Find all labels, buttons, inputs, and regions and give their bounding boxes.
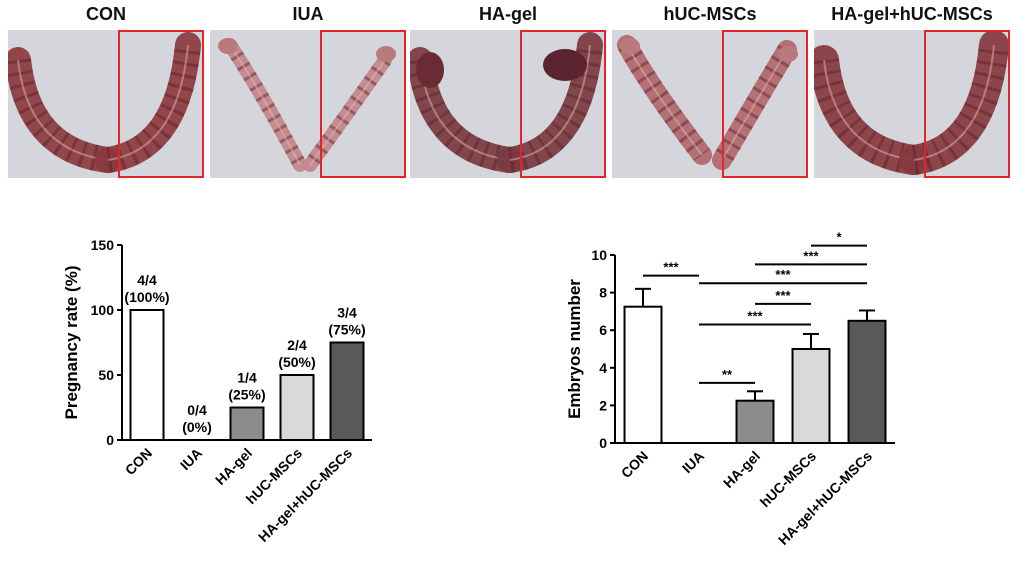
highlight-box — [320, 30, 406, 178]
significance-label: * — [836, 230, 842, 245]
y-tick-label: 10 — [591, 247, 607, 263]
highlight-box — [924, 30, 1010, 178]
uterus-photo — [410, 30, 606, 178]
uterus-photo — [814, 30, 1010, 178]
x-tick-label: HA-gel+hUC-MSCs — [255, 445, 355, 545]
bar-data-label: (50%) — [278, 354, 315, 370]
bar — [847, 319, 887, 444]
significance-label: ** — [722, 367, 733, 382]
y-tick-label: 150 — [91, 237, 115, 253]
x-tick-label: CON — [618, 448, 651, 481]
y-tick-label: 8 — [599, 285, 607, 301]
photo-label: IUA — [292, 4, 324, 24]
y-tick-label: 4 — [599, 360, 607, 376]
photo-label: hUC-MSCs — [663, 4, 757, 24]
bar-data-label: 4/4 — [137, 272, 157, 288]
y-tick-label: 6 — [599, 322, 607, 338]
highlight-box — [722, 30, 808, 178]
photo-label: HA-gel — [479, 4, 537, 24]
x-tick-label: IUA — [177, 445, 205, 473]
photo-row: CON IUA HA-gel hUC-MSCs HA-gel+hUC-MSCs — [0, 0, 1020, 182]
x-tick-label: IUA — [679, 448, 707, 476]
y-tick-label: 50 — [98, 367, 114, 383]
bar — [279, 374, 315, 441]
y-axis-label: Pregnancy rate (%) — [62, 266, 81, 420]
uterus-photo — [612, 30, 808, 178]
bar-data-label: 0/4 — [187, 402, 207, 418]
highlight-box — [520, 30, 606, 178]
significance-label: *** — [663, 260, 679, 275]
x-tick-label: CON — [122, 445, 155, 478]
bar — [735, 399, 775, 444]
y-tick-label: 0 — [599, 435, 607, 451]
uterus-photo — [8, 30, 204, 178]
x-tick-label: HA-gel+hUC-MSCs — [775, 448, 875, 548]
bar-data-label: 3/4 — [337, 305, 357, 321]
bar-data-label: (0%) — [182, 419, 212, 435]
x-tick-label: HA-gel — [212, 445, 255, 488]
x-tick-label: HA-gel — [720, 448, 763, 491]
highlight-box — [118, 30, 204, 178]
y-axis-label: Embryos number — [565, 279, 584, 419]
bar — [329, 341, 365, 441]
significance-label: *** — [775, 288, 791, 303]
pregnancy-rate-chart: 0 50 100 150 Pregnancy rate (%) 4/4(100%) CON 0… — [62, 237, 372, 545]
y-tick-label: 100 — [91, 302, 115, 318]
bar — [129, 309, 165, 441]
significance-label: *** — [747, 309, 763, 324]
photo-label: CON — [86, 4, 126, 24]
y-tick-label: 2 — [599, 397, 607, 413]
y-tick-label: 0 — [106, 432, 114, 448]
bar-data-label: (25%) — [228, 387, 265, 403]
bar-data-label: (75%) — [328, 322, 365, 338]
bar — [229, 406, 265, 441]
bar-data-label: (100%) — [124, 289, 169, 305]
bar — [623, 305, 663, 444]
bar-data-label: 1/4 — [237, 370, 257, 386]
uterus-photo — [210, 30, 406, 178]
photo-label: HA-gel+hUC-MSCs — [831, 4, 993, 24]
bar — [791, 348, 831, 444]
significance-label: *** — [775, 267, 791, 282]
bar-data-label: 2/4 — [287, 337, 307, 353]
significance-label: *** — [803, 248, 819, 263]
